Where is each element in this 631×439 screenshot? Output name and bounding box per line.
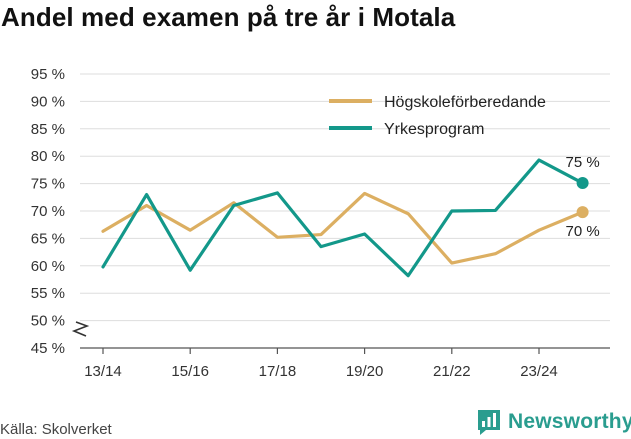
x-tick-label: 19/20 <box>346 363 384 380</box>
series-lines: 70 % 75 % <box>101 154 600 278</box>
y-tick-label: 95 % <box>31 66 65 83</box>
source-label: Källa: Skolverket <box>0 421 112 438</box>
series-line-1 <box>101 158 585 278</box>
x-tick-label: 17/18 <box>259 363 297 380</box>
axis-break-zigzag <box>71 321 90 337</box>
legend: Högskoleförberedande Yrkesprogram <box>329 94 546 138</box>
x-tick-label: 23/24 <box>520 363 558 380</box>
y-axis-ticks: 45 % 50 % 55 % 60 % 65 % 70 % 75 % 80 % 85 % 90 %… <box>31 66 65 357</box>
x-tick-label: 21/22 <box>433 363 471 380</box>
chart-title: Andel med examen på tre år i Motala <box>1 2 456 32</box>
series-end-point-0 <box>576 206 589 219</box>
series-line-0 <box>101 191 585 265</box>
x-axis-ticks: 13/14 15/16 17/18 19/20 21/22 23/24 <box>84 348 558 380</box>
y-tick-label: 80 % <box>31 148 65 165</box>
series-end-label-1: 75 % <box>565 154 599 171</box>
y-tick-label: 85 % <box>31 121 65 138</box>
legend-label-1: Yrkesprogram <box>384 121 484 138</box>
series-end-point-1 <box>576 177 589 190</box>
y-axis-break-icon <box>71 321 90 337</box>
x-tick-label: 13/14 <box>84 363 122 380</box>
newsworthy-logo: Newsworthy <box>476 408 631 436</box>
y-tick-label: 55 % <box>31 285 65 302</box>
legend-label-0: Högskoleförberedande <box>384 94 546 111</box>
series-end-label-0: 70 % <box>565 223 599 240</box>
y-tick-label: 65 % <box>31 230 65 247</box>
bar-chart-speech-icon <box>478 410 500 435</box>
y-tick-label: 60 % <box>31 258 65 275</box>
y-tick-label: 50 % <box>31 313 65 330</box>
y-tick-label: 90 % <box>31 93 65 110</box>
y-tick-label: 45 % <box>31 340 65 357</box>
y-tick-label: 75 % <box>31 176 65 193</box>
x-tick-label: 15/16 <box>171 363 209 380</box>
brand-name: Newsworthy <box>508 410 631 433</box>
y-tick-label: 70 % <box>31 203 65 220</box>
